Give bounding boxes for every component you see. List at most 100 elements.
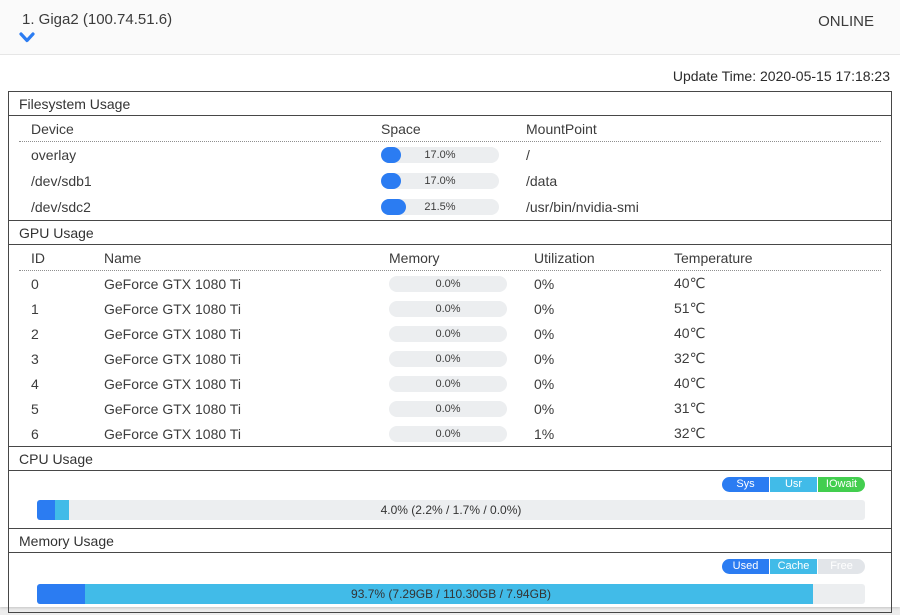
memory-section-title: Memory Usage <box>9 529 891 553</box>
space-usage-fill <box>381 199 407 215</box>
gpu-memory-value: 0.0% <box>435 377 461 390</box>
gpu-memory-bar: 0.0% <box>389 325 507 342</box>
gpu-id-cell: 6 <box>31 425 39 442</box>
gpu-name-cell: GeForce GTX 1080 Ti <box>104 350 241 367</box>
gpu-temperature-cell: 40℃ <box>674 325 706 341</box>
server-header[interactable]: 1. Giga2 (100.74.51.6) ONLINE <box>0 0 900 55</box>
col-name: Name <box>104 250 142 266</box>
gpu-table-header: ID Name Memory Utilization Temperature <box>19 245 881 271</box>
gpu-row: 6 GeForce GTX 1080 Ti 0.0% 1% 32℃ <box>19 421 881 446</box>
bar-segment-usr <box>55 500 70 520</box>
cpu-legend: Sys Usr IOwait <box>37 477 865 492</box>
legend-item-free: Free <box>818 559 865 574</box>
memory-usage-label: 93.7% (7.29GB / 110.30GB / 7.94GB) <box>351 587 551 601</box>
gpu-row: 2 GeForce GTX 1080 Ti 0.0% 0% 40℃ <box>19 321 881 346</box>
col-mountpoint: MountPoint <box>526 121 597 137</box>
col-memory: Memory <box>389 250 440 266</box>
gpu-temperature-cell: 40℃ <box>674 275 706 291</box>
space-cell: 17.0% <box>381 142 526 168</box>
device-cell: /dev/sdb1 <box>31 173 92 189</box>
filesystem-rows: overlay 17.0% / /dev/sdb1 17.0% /data /d… <box>9 142 891 220</box>
gpu-row: 0 GeForce GTX 1080 Ti 0.0% 0% 40℃ <box>19 271 881 296</box>
filesystem-row: /dev/sdc2 21.5% /usr/bin/nvidia-smi <box>19 194 881 220</box>
gpu-utilization-cell: 0% <box>534 400 555 417</box>
space-usage-bar: 17.0% <box>381 147 499 163</box>
monitor-panel: Filesystem Usage Device Space MountPoint… <box>8 91 892 613</box>
memory-section-body: Used Cache Free 93.7% (7.29GB / 110.30GB /… <box>9 553 891 612</box>
legend-item-iowait: IOwait <box>818 477 865 492</box>
cpu-section-body: Sys Usr IOwait 4.0% (2.2% / 1.7% / 0.0%) <box>9 471 891 528</box>
gpu-memory-cell: 0.0% <box>389 422 534 446</box>
update-time: Update Time: 2020-05-15 17:18:23 <box>672 68 890 84</box>
col-space: Space <box>381 121 421 137</box>
device-cell: overlay <box>31 147 77 163</box>
gpu-memory-bar: 0.0% <box>389 425 507 442</box>
gpu-name-cell: GeForce GTX 1080 Ti <box>104 375 241 392</box>
mountpoint-cell: /usr/bin/nvidia-smi <box>526 199 639 215</box>
gpu-memory-bar: 0.0% <box>389 350 507 367</box>
gpu-name-cell: GeForce GTX 1080 Ti <box>104 300 241 317</box>
gpu-utilization-cell: 0% <box>534 325 555 342</box>
gpu-id-cell: 4 <box>31 375 39 392</box>
status-label: ONLINE <box>818 13 874 30</box>
gpu-id-cell: 1 <box>31 300 39 317</box>
filesystem-row: overlay 17.0% / <box>19 142 881 168</box>
cpu-usage-label: 4.0% (2.2% / 1.7% / 0.0%) <box>380 503 522 517</box>
memory-section: Memory Usage Used Cache Free 93.7% (7.29GB… <box>9 528 891 612</box>
bar-segment-cache <box>85 584 813 604</box>
space-usage-bar: 21.5% <box>381 199 499 215</box>
memory-legend: Used Cache Free <box>37 559 865 574</box>
gpu-temperature-cell: 31℃ <box>674 400 706 416</box>
gpu-row: 3 GeForce GTX 1080 Ti 0.0% 0% 32℃ <box>19 346 881 371</box>
gpu-id-cell: 2 <box>31 325 39 342</box>
server-header-left: 1. Giga2 (100.74.51.6) <box>19 11 173 45</box>
gpu-memory-bar: 0.0% <box>389 275 507 292</box>
gpu-memory-value: 0.0% <box>435 352 461 365</box>
gpu-memory-cell: 0.0% <box>389 347 534 371</box>
space-usage-value: 21.5% <box>424 201 456 213</box>
gpu-memory-value: 0.0% <box>435 427 461 440</box>
space-usage-fill <box>381 147 402 163</box>
bar-segment-sys <box>37 500 56 520</box>
cpu-section: CPU Usage Sys Usr IOwait 4.0% (2.2% / 1.7%… <box>9 446 891 528</box>
gpu-utilization-cell: 1% <box>534 425 555 442</box>
space-usage-value: 17.0% <box>424 149 456 161</box>
memory-usage-bar: 93.7% (7.29GB / 110.30GB / 7.94GB) <box>37 584 865 604</box>
gpu-memory-value: 0.0% <box>435 327 461 340</box>
gpu-id-cell: 0 <box>31 275 39 292</box>
gpu-name-cell: GeForce GTX 1080 Ti <box>104 400 241 417</box>
gpu-id-cell: 5 <box>31 400 39 417</box>
gpu-temperature-cell: 51℃ <box>674 300 706 316</box>
gpu-utilization-cell: 0% <box>534 350 555 367</box>
gpu-memory-cell: 0.0% <box>389 297 534 321</box>
filesystem-table-header: Device Space MountPoint <box>19 116 881 142</box>
gpu-memory-cell: 0.0% <box>389 272 534 296</box>
chevron-down-icon[interactable] <box>18 31 36 45</box>
cpu-usage-bar: 4.0% (2.2% / 1.7% / 0.0%) <box>37 500 865 520</box>
filesystem-section: Filesystem Usage Device Space MountPoint… <box>9 92 891 220</box>
gpu-memory-value: 0.0% <box>435 402 461 415</box>
gpu-memory-bar: 0.0% <box>389 375 507 392</box>
space-usage-bar: 17.0% <box>381 173 499 189</box>
legend-item-usr: Usr <box>770 477 817 492</box>
cpu-section-title: CPU Usage <box>9 447 891 471</box>
gpu-utilization-cell: 0% <box>534 275 555 292</box>
gpu-memory-cell: 0.0% <box>389 397 534 421</box>
gpu-temperature-cell: 40℃ <box>674 375 706 391</box>
gpu-utilization-cell: 0% <box>534 375 555 392</box>
gpu-memory-bar: 0.0% <box>389 400 507 417</box>
gpu-memory-value: 0.0% <box>435 302 461 315</box>
bar-segment-used <box>37 584 86 604</box>
gpu-temperature-cell: 32℃ <box>674 425 706 441</box>
legend-item-sys: Sys <box>722 477 769 492</box>
gpu-row: 5 GeForce GTX 1080 Ti 0.0% 0% 31℃ <box>19 396 881 421</box>
gpu-memory-value: 0.0% <box>435 277 461 290</box>
gpu-rows: 0 GeForce GTX 1080 Ti 0.0% 0% 40℃ 1 GeFo… <box>9 271 891 446</box>
col-device: Device <box>31 121 74 137</box>
gpu-name-cell: GeForce GTX 1080 Ti <box>104 325 241 342</box>
server-title: 1. Giga2 (100.74.51.6) <box>22 11 173 28</box>
device-cell: /dev/sdc2 <box>31 199 91 215</box>
gpu-utilization-cell: 0% <box>534 300 555 317</box>
gpu-memory-cell: 0.0% <box>389 372 534 396</box>
